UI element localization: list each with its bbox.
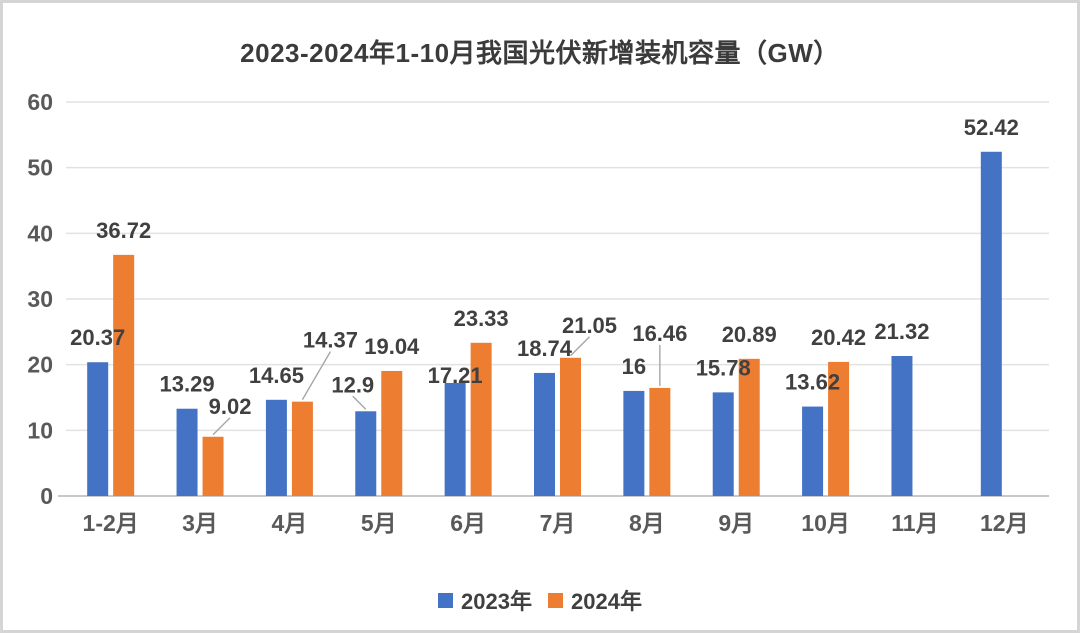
bar-2024年-6月 — [470, 342, 492, 496]
bar-2023年-12月 — [980, 151, 1002, 496]
y-tick-label-10: 10 — [27, 417, 53, 443]
bar-2024年-1-2月 — [113, 254, 135, 496]
x-tick-label-12月: 12月 — [980, 510, 1029, 536]
x-tick-label-3月: 3月 — [182, 510, 218, 536]
data-label-2024年-8月: 16.46 — [632, 321, 687, 346]
legend-item-2024年: 2024年 — [548, 584, 642, 616]
bar-2023年-3月 — [176, 408, 198, 496]
data-label-2023年-9月: 15.78 — [696, 355, 751, 380]
bar-chart-plot: 0 10 20 30 40 50 60 1-2月 3月 4月 5月 6月 7月 8月 9月 10月 11月 12月… — [27, 89, 1049, 536]
bar-2023年-9月 — [712, 392, 734, 496]
bar-2024年-8月 — [649, 387, 671, 496]
data-label-2024年-9月: 20.89 — [722, 322, 777, 347]
bar-2023年-8月 — [623, 390, 645, 496]
data-label-2023年-11月: 21.32 — [874, 319, 929, 344]
bar-2023年-6月 — [444, 382, 466, 496]
data-label-2024年-6月: 23.33 — [454, 306, 509, 331]
data-label-2023年-12月: 52.42 — [964, 115, 1019, 140]
y-tick-label-40: 40 — [27, 220, 53, 246]
leader-line-2024年-4月 — [301, 351, 332, 400]
bar-2024年-3月 — [202, 436, 224, 496]
data-label-2024年-7月: 21.05 — [562, 313, 617, 338]
data-label-2023年-10月: 13.62 — [785, 370, 840, 395]
legend-swatch-icon — [548, 592, 563, 608]
leader-line-2023年-5月 — [352, 395, 367, 410]
legend-label: 2024年 — [571, 589, 642, 614]
data-label-2024年-1-2月: 36.72 — [96, 218, 151, 243]
x-tick-label-9月: 9月 — [718, 510, 754, 536]
data-label-2023年-4月: 14.65 — [249, 363, 304, 388]
legend-item-2023年: 2023年 — [438, 584, 532, 616]
data-label-2023年-6月: 17.21 — [428, 363, 483, 388]
bar-2023年-11月 — [891, 355, 913, 496]
chart-legend: 2023年 2024年 — [3, 584, 1077, 616]
leader-line-2024年-3月 — [212, 417, 231, 436]
y-tick-label-20: 20 — [27, 352, 53, 378]
bar-2023年-1-2月 — [87, 362, 109, 496]
x-tick-label-5月: 5月 — [361, 510, 397, 536]
data-label-2023年-8月: 16 — [622, 354, 646, 379]
data-label-2023年-5月: 12.9 — [331, 372, 374, 397]
y-tick-label-30: 30 — [27, 286, 53, 312]
data-label-2023年-1-2月: 20.37 — [70, 325, 125, 350]
leader-line-2024年-7月 — [570, 336, 590, 357]
data-label-2023年-3月: 13.29 — [160, 372, 215, 397]
x-tick-label-7月: 7月 — [540, 510, 576, 536]
data-label-2024年-3月: 9.02 — [209, 394, 252, 419]
bar-2023年-4月 — [265, 399, 287, 496]
bar-2024年-5月 — [381, 370, 403, 496]
bar-2023年-10月 — [802, 406, 824, 496]
bar-2023年-5月 — [355, 411, 377, 496]
bar-2024年-7月 — [560, 357, 581, 496]
chart-title: 2023-2024年1-10月我国光伏新增装机容量（GW） — [240, 38, 840, 68]
x-tick-label-1-2月: 1-2月 — [83, 510, 139, 536]
x-tick-label-10月: 10月 — [801, 510, 850, 536]
y-tick-label-60: 60 — [27, 89, 53, 115]
legend-label: 2023年 — [461, 589, 532, 614]
legend-swatch-icon — [438, 592, 454, 608]
y-tick-label-50: 50 — [27, 155, 53, 181]
y-tick-label-0: 0 — [40, 483, 53, 509]
x-tick-label-8月: 8月 — [629, 510, 665, 536]
bar-2024年-4月 — [291, 401, 313, 496]
data-label-2024年-10月: 20.42 — [811, 325, 866, 350]
x-tick-label-11月: 11月 — [891, 510, 938, 536]
data-label-2024年-5月: 19.04 — [364, 334, 420, 359]
bar-2024年-10月 — [828, 361, 850, 496]
x-tick-label-6月: 6月 — [450, 510, 486, 536]
data-label-2024年-4月: 14.37 — [303, 328, 358, 353]
bar-2024年-9月 — [738, 358, 760, 496]
bar-2023年-7月 — [534, 372, 555, 496]
x-tick-label-4月: 4月 — [272, 510, 308, 536]
data-label-2023年-7月: 18.74 — [517, 336, 573, 361]
